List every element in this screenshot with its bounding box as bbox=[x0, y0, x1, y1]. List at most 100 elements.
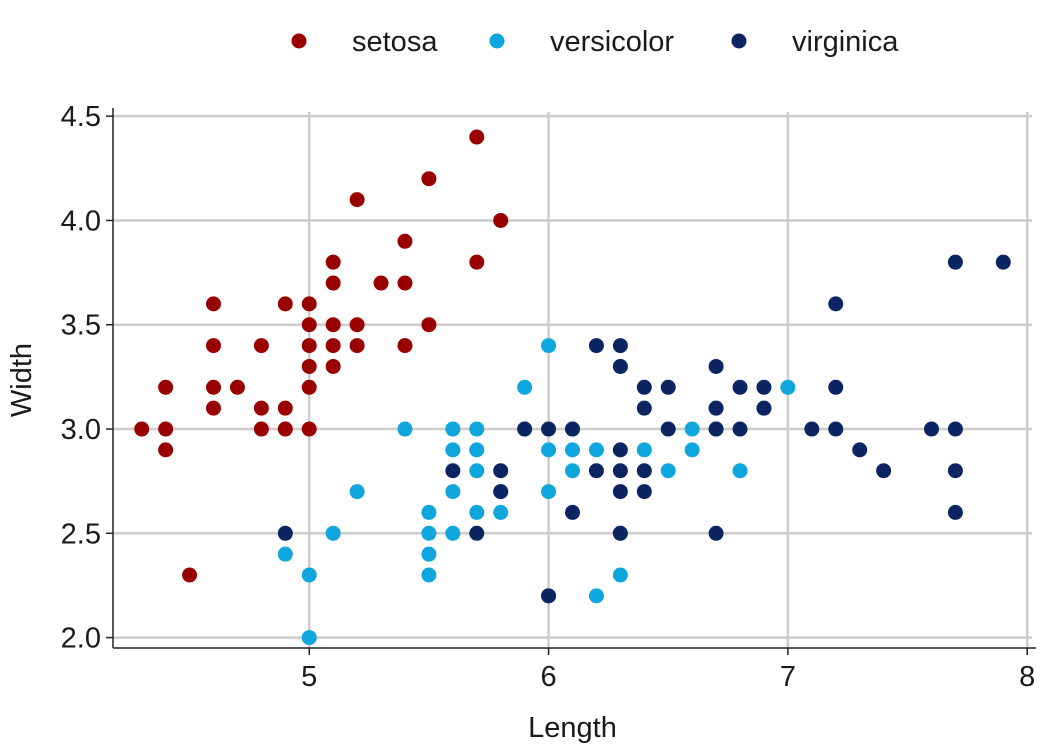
point-setosa bbox=[229, 379, 245, 395]
point-virginica bbox=[995, 254, 1011, 270]
point-virginica bbox=[636, 484, 652, 500]
point-versicolor bbox=[421, 525, 437, 541]
point-virginica bbox=[541, 588, 557, 604]
point-virginica bbox=[469, 525, 485, 541]
point-setosa bbox=[301, 358, 317, 374]
point-virginica bbox=[612, 358, 628, 374]
point-setosa bbox=[301, 317, 317, 333]
legend-marker-setosa bbox=[291, 33, 307, 49]
y-tick-label: 4.0 bbox=[61, 205, 101, 237]
point-virginica bbox=[947, 463, 963, 479]
point-virginica bbox=[708, 421, 724, 437]
point-versicolor bbox=[493, 504, 509, 520]
legend-marker-virginica bbox=[731, 33, 747, 49]
x-tick-label: 8 bbox=[1019, 661, 1035, 693]
point-setosa bbox=[301, 421, 317, 437]
point-setosa bbox=[325, 317, 341, 333]
legend-label-setosa: setosa bbox=[352, 26, 438, 58]
x-tick-label: 7 bbox=[780, 661, 796, 693]
point-virginica bbox=[588, 338, 604, 354]
point-versicolor bbox=[445, 421, 461, 437]
point-setosa bbox=[469, 254, 485, 270]
point-setosa bbox=[277, 296, 293, 312]
point-setosa bbox=[349, 192, 365, 208]
point-versicolor bbox=[445, 484, 461, 500]
data-points bbox=[134, 129, 1011, 646]
point-virginica bbox=[612, 484, 628, 500]
legend-label-virginica: virginica bbox=[792, 26, 899, 58]
grid bbox=[113, 112, 1032, 648]
point-virginica bbox=[636, 379, 652, 395]
x-tick-label: 6 bbox=[540, 661, 556, 693]
point-setosa bbox=[325, 254, 341, 270]
point-versicolor bbox=[565, 442, 580, 458]
point-versicolor bbox=[684, 421, 700, 437]
point-virginica bbox=[708, 358, 724, 374]
point-versicolor bbox=[445, 442, 461, 458]
point-setosa bbox=[206, 379, 222, 395]
point-virginica bbox=[588, 463, 604, 479]
point-virginica bbox=[708, 525, 724, 541]
point-versicolor bbox=[325, 525, 341, 541]
point-setosa bbox=[253, 421, 269, 437]
point-virginica bbox=[732, 379, 748, 395]
point-virginica bbox=[612, 338, 628, 354]
point-versicolor bbox=[421, 504, 437, 520]
point-virginica bbox=[565, 421, 580, 437]
point-versicolor bbox=[301, 567, 317, 583]
y-tick-label: 2.5 bbox=[61, 518, 101, 550]
y-tick-label: 2.0 bbox=[61, 623, 101, 655]
point-virginica bbox=[612, 463, 628, 479]
point-setosa bbox=[253, 338, 269, 354]
point-versicolor bbox=[732, 463, 748, 479]
point-versicolor bbox=[469, 421, 485, 437]
point-setosa bbox=[397, 338, 413, 354]
point-virginica bbox=[445, 463, 461, 479]
point-versicolor bbox=[541, 442, 557, 458]
point-setosa bbox=[397, 275, 413, 291]
legend: setosa versicolor virginica bbox=[291, 26, 899, 58]
point-versicolor bbox=[277, 546, 293, 562]
point-versicolor bbox=[517, 379, 533, 395]
point-versicolor bbox=[421, 567, 437, 583]
point-virginica bbox=[493, 463, 509, 479]
point-virginica bbox=[923, 421, 939, 437]
point-setosa bbox=[158, 421, 174, 437]
point-versicolor bbox=[469, 463, 485, 479]
point-versicolor bbox=[301, 630, 317, 646]
point-setosa bbox=[158, 379, 174, 395]
point-setosa bbox=[421, 171, 437, 187]
point-versicolor bbox=[421, 546, 437, 562]
point-versicolor bbox=[469, 442, 485, 458]
point-virginica bbox=[660, 379, 676, 395]
point-setosa bbox=[493, 212, 509, 228]
point-versicolor bbox=[588, 442, 604, 458]
point-versicolor bbox=[612, 567, 628, 583]
point-setosa bbox=[397, 233, 413, 249]
point-setosa bbox=[301, 338, 317, 354]
point-virginica bbox=[828, 296, 844, 312]
point-virginica bbox=[828, 379, 844, 395]
point-versicolor bbox=[397, 421, 413, 437]
point-setosa bbox=[134, 421, 150, 437]
legend-label-versicolor: versicolor bbox=[550, 26, 674, 58]
point-versicolor bbox=[541, 338, 557, 354]
point-setosa bbox=[301, 296, 317, 312]
x-tick-label: 5 bbox=[301, 661, 317, 693]
point-versicolor bbox=[565, 463, 580, 479]
point-versicolor bbox=[541, 484, 557, 500]
point-versicolor bbox=[660, 463, 676, 479]
point-setosa bbox=[277, 421, 293, 437]
point-virginica bbox=[732, 421, 748, 437]
point-setosa bbox=[325, 358, 341, 374]
point-setosa bbox=[325, 275, 341, 291]
point-virginica bbox=[756, 400, 772, 416]
point-setosa bbox=[349, 338, 365, 354]
point-versicolor bbox=[636, 442, 652, 458]
point-setosa bbox=[206, 400, 222, 416]
x-axis-title: Length bbox=[528, 712, 617, 744]
point-setosa bbox=[325, 338, 341, 354]
point-virginica bbox=[876, 463, 892, 479]
point-virginica bbox=[852, 442, 868, 458]
point-virginica bbox=[828, 421, 844, 437]
